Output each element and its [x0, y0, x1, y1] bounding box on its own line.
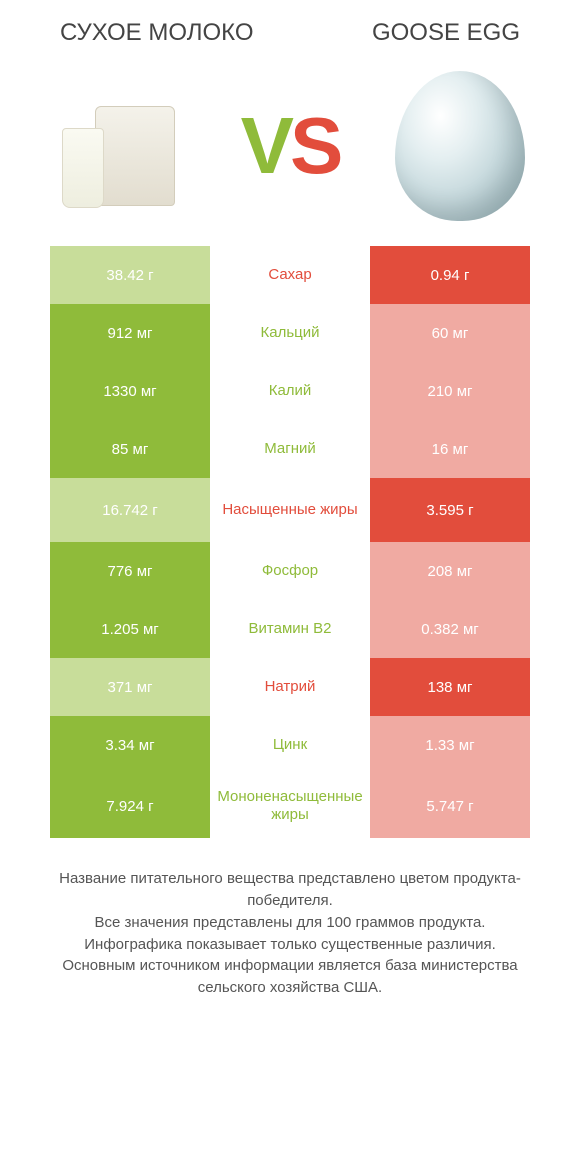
table-row: 3.34 мгЦинк1.33 мг	[50, 716, 530, 774]
table-row: 85 мгМагний16 мг	[50, 420, 530, 478]
right-value: 1.33 мг	[370, 716, 530, 774]
left-value: 776 мг	[50, 542, 210, 600]
footer-line: Все значения представлены для 100 граммо…	[30, 912, 550, 934]
table-row: 776 мгФосфор208 мг	[50, 542, 530, 600]
left-value: 85 мг	[50, 420, 210, 478]
nutrient-label: Калий	[210, 362, 370, 420]
milk-icon	[50, 76, 190, 216]
left-value: 912 мг	[50, 304, 210, 362]
right-product-title: GOOSE EGG	[372, 20, 520, 46]
table-row: 16.742 гНасыщенные жиры3.595 г	[50, 478, 530, 542]
nutrient-label: Цинк	[210, 716, 370, 774]
right-value: 0.382 мг	[370, 600, 530, 658]
left-value: 1.205 мг	[50, 600, 210, 658]
nutrient-label: Натрий	[210, 658, 370, 716]
left-value: 3.34 мг	[50, 716, 210, 774]
vs-label: VS	[241, 100, 340, 192]
header: СУХОЕ МОЛОКО GOOSE EGG	[0, 0, 580, 56]
footer-line: Основным источником информации является …	[30, 955, 550, 999]
right-value: 138 мг	[370, 658, 530, 716]
left-value: 371 мг	[50, 658, 210, 716]
footer-line: Инфографика показывает только существенн…	[30, 934, 550, 956]
nutrient-label: Мононенасыщенные жиры	[210, 774, 370, 838]
right-value: 210 мг	[370, 362, 530, 420]
footer-notes: Название питательного вещества представл…	[0, 838, 580, 999]
nutrient-label: Кальций	[210, 304, 370, 362]
vs-s: S	[290, 101, 339, 190]
table-row: 7.924 гМононенасыщенные жиры5.747 г	[50, 774, 530, 838]
right-value: 60 мг	[370, 304, 530, 362]
nutrient-label: Насыщенные жиры	[210, 478, 370, 542]
right-product-image	[380, 66, 540, 226]
right-value: 208 мг	[370, 542, 530, 600]
footer-line: Название питательного вещества представл…	[30, 868, 550, 912]
table-row: 1330 мгКалий210 мг	[50, 362, 530, 420]
comparison-table: 38.42 гСахар0.94 г912 мгКальций60 мг1330…	[0, 246, 580, 838]
nutrient-label: Фосфор	[210, 542, 370, 600]
left-value: 7.924 г	[50, 774, 210, 838]
left-value: 1330 мг	[50, 362, 210, 420]
table-row: 1.205 мгВитамин B20.382 мг	[50, 600, 530, 658]
table-row: 38.42 гСахар0.94 г	[50, 246, 530, 304]
right-value: 0.94 г	[370, 246, 530, 304]
left-product-image	[40, 66, 200, 226]
nutrient-label: Сахар	[210, 246, 370, 304]
right-value: 3.595 г	[370, 478, 530, 542]
right-value: 16 мг	[370, 420, 530, 478]
left-value: 16.742 г	[50, 478, 210, 542]
vs-v: V	[241, 101, 290, 190]
images-row: VS	[0, 56, 580, 246]
table-row: 371 мгНатрий138 мг	[50, 658, 530, 716]
left-product-title: СУХОЕ МОЛОКО	[60, 20, 254, 46]
egg-icon	[395, 71, 525, 221]
nutrient-label: Витамин B2	[210, 600, 370, 658]
nutrient-label: Магний	[210, 420, 370, 478]
right-value: 5.747 г	[370, 774, 530, 838]
left-value: 38.42 г	[50, 246, 210, 304]
table-row: 912 мгКальций60 мг	[50, 304, 530, 362]
